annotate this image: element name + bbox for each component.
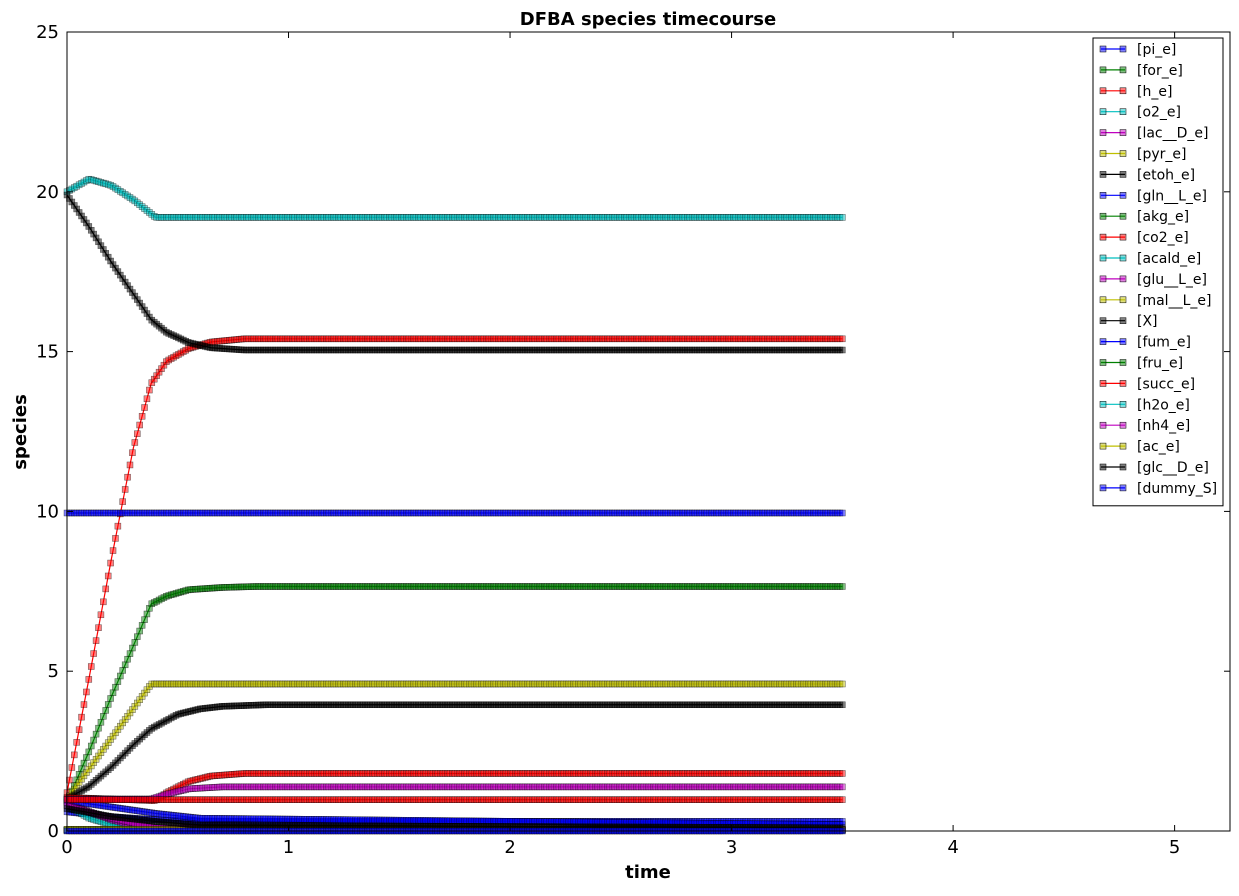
data-point [839, 770, 845, 776]
data-point [115, 523, 121, 529]
series-line [67, 339, 842, 793]
data-point [81, 760, 87, 766]
data-point [134, 431, 140, 437]
data-point [105, 701, 111, 707]
data-point [100, 599, 106, 605]
series-acald-e [64, 176, 845, 220]
data-point [839, 584, 845, 590]
data-point [110, 690, 116, 696]
data-point [74, 739, 80, 745]
data-point [142, 405, 148, 411]
data-point [125, 656, 131, 662]
data-point [120, 499, 126, 505]
data-point [122, 662, 128, 668]
data-point [839, 702, 845, 708]
series-fum-e [64, 510, 845, 516]
data-point [144, 611, 150, 617]
data-point [146, 387, 152, 393]
data-point [132, 639, 138, 645]
data-point [137, 628, 143, 634]
data-point [839, 347, 845, 353]
series-h-e [64, 336, 845, 796]
data-point [86, 676, 92, 682]
data-point [839, 681, 845, 687]
chart-title: DFBA species timecourse [520, 9, 776, 30]
data-point [86, 749, 92, 755]
data-point [81, 702, 87, 708]
data-point [120, 667, 126, 673]
data-point [839, 214, 845, 220]
data-point [129, 450, 135, 456]
data-point [129, 645, 135, 651]
data-point [139, 413, 145, 419]
data-point [142, 617, 148, 623]
data-point [105, 573, 111, 579]
data-point [137, 422, 143, 428]
data-point [134, 634, 140, 640]
data-point [91, 651, 97, 657]
data-point [79, 714, 85, 720]
data-point [76, 727, 82, 733]
data-point [95, 625, 101, 631]
data-point [93, 638, 99, 644]
data-point [132, 439, 138, 445]
data-point [91, 737, 97, 743]
data-point [110, 548, 116, 554]
data-point [103, 707, 109, 713]
series-line [67, 179, 842, 217]
data-point [112, 535, 118, 541]
series-line [67, 587, 842, 803]
data-point [93, 731, 99, 737]
data-point [839, 784, 845, 790]
data-point [103, 586, 109, 592]
data-point [122, 486, 128, 492]
plot-area [64, 176, 845, 834]
data-point [127, 651, 133, 657]
data-point [88, 743, 94, 749]
data-point [139, 622, 145, 628]
data-point [98, 612, 104, 618]
data-point [127, 462, 133, 468]
data-point [839, 510, 845, 516]
data-point [115, 679, 121, 685]
data-point [83, 754, 89, 760]
data-point [95, 725, 101, 731]
data-point [71, 752, 77, 758]
data-point [108, 695, 114, 701]
data-point [108, 560, 114, 566]
data-point [125, 474, 131, 480]
data-point [98, 719, 104, 725]
data-point [100, 713, 106, 719]
data-point [839, 336, 845, 342]
data-point [83, 689, 89, 695]
data-point [117, 673, 123, 679]
data-point [144, 396, 150, 402]
data-point [88, 664, 94, 670]
data-point [112, 684, 118, 690]
data-point [69, 764, 75, 770]
